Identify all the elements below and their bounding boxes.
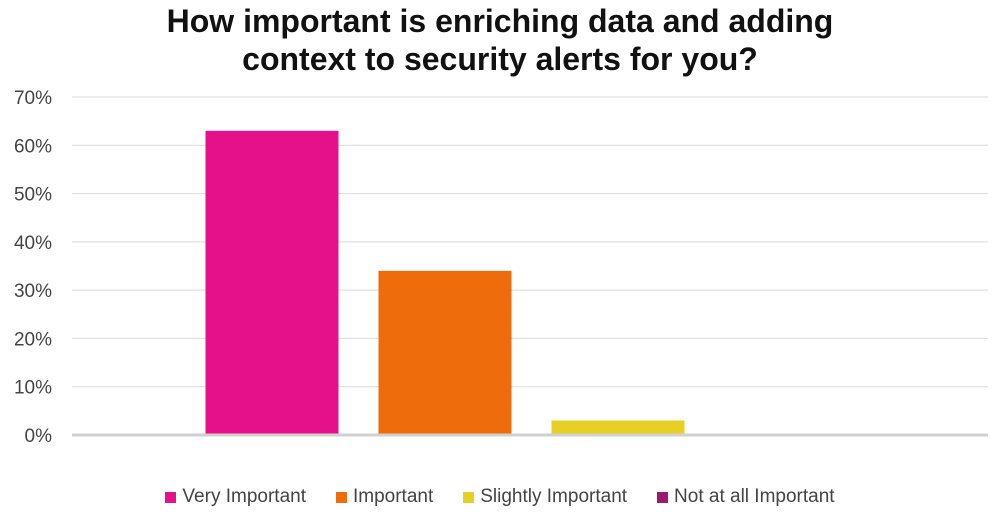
chart-title-line-2: context to security alerts for you? xyxy=(242,41,758,77)
bar-important xyxy=(378,270,512,435)
y-tick-label: 30% xyxy=(14,281,52,302)
y-tick-label: 40% xyxy=(14,233,52,254)
y-tick-label: 10% xyxy=(14,378,52,399)
legend-label: Important xyxy=(352,486,434,507)
y-axis-ticks: 0% 10% 20% 30% 40% 50% 60% 70% xyxy=(14,88,52,447)
legend-item-very-important: Very Important xyxy=(165,486,306,508)
legend-swatch xyxy=(463,491,475,503)
legend-item-not-at-all-important: Not at all Important xyxy=(657,486,835,508)
legend-label: Not at all Important xyxy=(674,486,835,507)
legend-label: Slightly Important xyxy=(480,486,628,507)
legend-item-slightly-important: Slightly Important xyxy=(463,486,627,508)
y-tick-label: 70% xyxy=(14,88,52,109)
legend-item-important: Important xyxy=(335,486,434,508)
y-tick-label: 50% xyxy=(14,185,52,206)
legend-swatch xyxy=(657,491,669,503)
y-tick-label: 20% xyxy=(14,329,52,350)
y-tick-label: 0% xyxy=(25,426,53,447)
chart-title: How important is enriching data and addi… xyxy=(0,2,1000,78)
chart-title-line-1: How important is enriching data and addi… xyxy=(166,3,834,39)
legend-label: Very Important xyxy=(182,486,306,507)
legend-swatch xyxy=(335,491,347,503)
bar-slightly-important xyxy=(551,420,685,435)
bar-very-important xyxy=(205,130,339,436)
legend-swatch xyxy=(165,491,177,503)
bars xyxy=(205,130,685,436)
legend: Very Important Important Slightly Import… xyxy=(0,486,1000,508)
bar-chart: 0% 10% 20% 30% 40% 50% 60% 70% xyxy=(14,88,988,447)
y-tick-label: 60% xyxy=(14,136,52,157)
